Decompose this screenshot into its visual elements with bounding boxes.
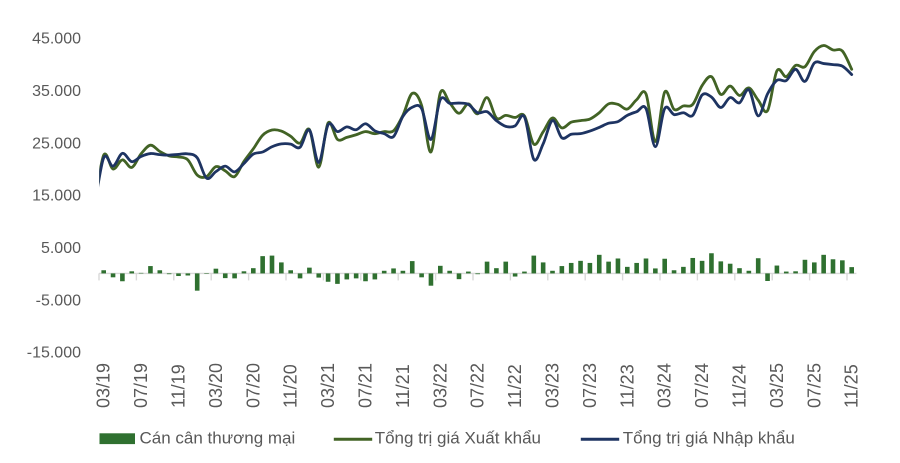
- svg-text:35.000: 35.000: [32, 83, 81, 100]
- svg-text:07/25: 07/25: [804, 363, 824, 408]
- svg-text:Cán cân thương mại: Cán cân thương mại: [140, 429, 296, 448]
- svg-text:11/22: 11/22: [505, 364, 525, 408]
- svg-text:03/20: 03/20: [206, 363, 226, 408]
- svg-text:03/24: 03/24: [655, 363, 675, 408]
- svg-text:25.000: 25.000: [32, 135, 81, 152]
- svg-text:11/25: 11/25: [842, 364, 862, 408]
- svg-text:07/23: 07/23: [580, 363, 600, 408]
- svg-text:-5.000: -5.000: [36, 292, 81, 309]
- svg-text:11/20: 11/20: [281, 364, 301, 408]
- svg-text:03/25: 03/25: [767, 363, 787, 408]
- svg-text:11/21: 11/21: [393, 364, 413, 408]
- svg-text:11/19: 11/19: [169, 364, 189, 408]
- svg-text:07/19: 07/19: [131, 363, 151, 408]
- svg-text:03/23: 03/23: [543, 363, 563, 408]
- svg-text:07/21: 07/21: [356, 363, 376, 408]
- svg-text:03/21: 03/21: [318, 363, 338, 408]
- svg-text:-15.000: -15.000: [27, 345, 81, 362]
- svg-text:07/20: 07/20: [243, 363, 263, 408]
- svg-text:03/19: 03/19: [94, 363, 114, 408]
- svg-text:03/22: 03/22: [430, 363, 450, 408]
- svg-text:Tổng trị giá Nhập khẩu: Tổng trị giá Nhập khẩu: [623, 429, 795, 448]
- svg-text:07/24: 07/24: [692, 363, 712, 408]
- svg-text:45.000: 45.000: [32, 31, 81, 48]
- svg-text:15.000: 15.000: [32, 188, 81, 205]
- svg-text:11/24: 11/24: [730, 364, 750, 408]
- svg-text:07/22: 07/22: [468, 363, 488, 408]
- svg-text:Tổng trị giá Xuất khẩu: Tổng trị giá Xuất khẩu: [375, 429, 541, 448]
- svg-text:5.000: 5.000: [41, 240, 81, 257]
- svg-text:11/23: 11/23: [617, 364, 637, 408]
